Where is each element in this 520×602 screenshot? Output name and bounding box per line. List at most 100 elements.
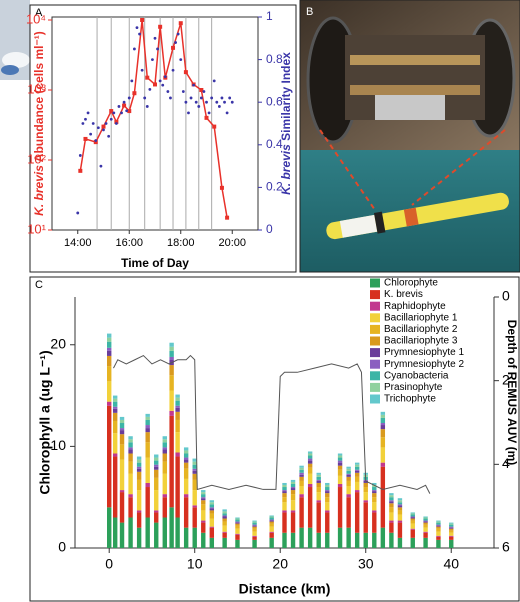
bar-segment (183, 497, 189, 528)
bar-segment (316, 532, 321, 548)
bar-segment (363, 480, 368, 483)
bar-segment (136, 468, 142, 472)
bar-segment (299, 476, 304, 481)
bar-segment (169, 346, 174, 351)
bar-segment (389, 532, 394, 548)
bar-segment (128, 439, 133, 443)
bar-segment (449, 536, 454, 540)
y-axis-label: K. brevis Abundance (cells ml⁻¹) (32, 31, 46, 216)
similarity-point (181, 90, 185, 93)
bar-segment (128, 436, 133, 440)
bar-segment (436, 521, 441, 523)
similarity-point (156, 47, 159, 51)
bar-segment (145, 428, 150, 433)
bar-segment (372, 484, 377, 488)
similarity-point (228, 96, 232, 100)
bar-segment (436, 526, 441, 529)
bar-segment (354, 466, 360, 470)
legend-label: Raphidophyte (384, 301, 446, 312)
similarity-point (197, 105, 201, 108)
bar-segment (136, 466, 142, 469)
bar-segment (154, 477, 159, 491)
bar-segment (354, 532, 360, 548)
bar-segment (107, 401, 112, 406)
legend-label: Prasinophyte (384, 382, 443, 393)
bar-segment (299, 480, 304, 487)
similarity-point (130, 79, 134, 83)
bar-segment (307, 487, 313, 528)
bar-segment (252, 539, 257, 548)
similarity-point (112, 111, 116, 115)
bar-segment (119, 490, 125, 493)
bar-segment (389, 522, 394, 533)
bar-segment (397, 502, 403, 505)
similarity-point (223, 100, 226, 104)
similarity-point (91, 122, 95, 125)
bar-segment (290, 490, 296, 495)
bar-segment (354, 470, 360, 473)
bar-segment (201, 500, 206, 505)
cropped-image (0, 0, 30, 80)
abundance-marker (140, 18, 145, 22)
bar-segment (423, 537, 428, 548)
bar-segment (222, 521, 227, 526)
bar-segment (307, 451, 313, 454)
abundance-marker (153, 82, 157, 87)
bar-segment (410, 516, 415, 518)
similarity-point (120, 111, 123, 115)
bar-segment (252, 520, 257, 522)
similarity-point (207, 111, 211, 115)
bar-segment (222, 537, 227, 548)
abundance-marker (83, 136, 88, 141)
bar-segment (145, 457, 150, 483)
bar-segment (145, 425, 150, 429)
bar-segment (372, 512, 377, 533)
x-axis-label: Distance (km) (239, 581, 331, 597)
bar-segment (290, 487, 296, 489)
bar-segment (154, 457, 159, 461)
bar-segment (410, 537, 415, 548)
panel-label: C (35, 279, 43, 291)
abundance-marker (132, 91, 137, 96)
bar-segment (346, 480, 351, 487)
y2-tick-label: 1 (266, 9, 273, 23)
legend-swatch (370, 348, 380, 358)
bar-segment (423, 516, 428, 518)
bar-segment (380, 437, 386, 448)
bar-segment (136, 471, 142, 480)
similarity-point (179, 58, 183, 61)
bar-segment (169, 365, 174, 376)
abundance-marker (127, 109, 132, 114)
bar-segment (209, 507, 215, 509)
similarity-point (125, 109, 129, 113)
similarity-point (135, 26, 139, 30)
bar-segment (436, 522, 441, 525)
bar-segment (128, 461, 133, 474)
bar-segment (449, 535, 454, 537)
bar-segment (325, 510, 330, 513)
similarity-point (117, 105, 121, 108)
bar-segment (252, 528, 257, 532)
bar-segment (269, 516, 274, 518)
bar-segment (145, 416, 150, 420)
bar-segment (380, 429, 386, 438)
bar-segment (252, 525, 257, 527)
bar-segment (380, 447, 386, 463)
y2-axis-label-species: K. brevis (279, 144, 293, 195)
bar-segment (175, 432, 180, 453)
abundance-marker (178, 21, 183, 26)
bar-segment (337, 462, 343, 466)
similarity-point (230, 100, 234, 104)
bar-segment (423, 532, 428, 538)
bar-segment (346, 470, 351, 474)
bar-segment (316, 474, 321, 477)
bar-segment (201, 492, 206, 495)
bar-segment (389, 503, 394, 508)
bar-segment (209, 508, 215, 511)
bar-segment (169, 410, 174, 416)
similarity-point (176, 32, 180, 36)
legend-label: Trichophyte (384, 394, 436, 405)
bar-segment (436, 520, 441, 522)
bar-segment (337, 457, 343, 461)
similarity-point (151, 58, 154, 61)
